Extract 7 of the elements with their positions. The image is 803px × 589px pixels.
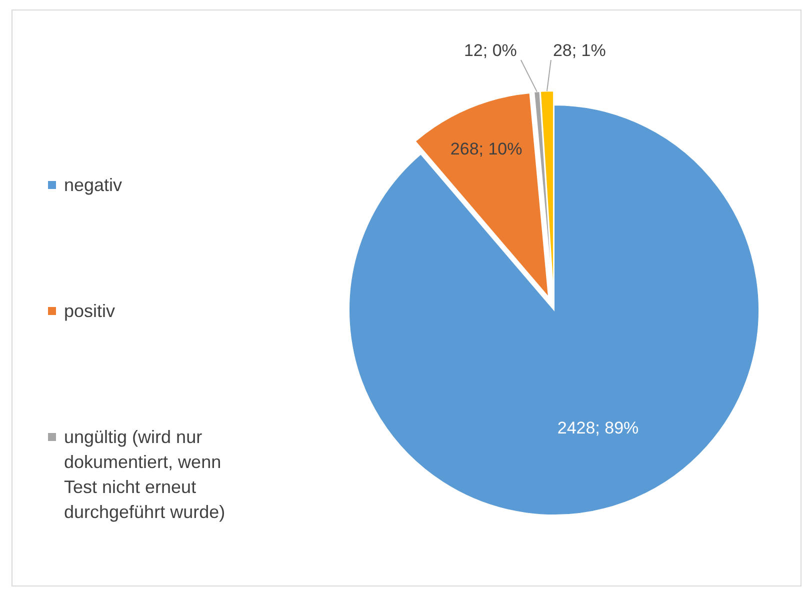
data-label: 28; 1%: [552, 41, 606, 60]
legend-label: ungültig (wird nur dokumentiert, wenn Test nicht erneut durchgeführt wurde): [64, 427, 226, 522]
data-label: 268; 10%: [450, 139, 522, 158]
legend-label: positiv: [64, 301, 116, 321]
data-label: 12; 0%: [464, 41, 517, 60]
legend-label: negativ: [64, 175, 122, 195]
data-label: 2428; 89%: [557, 418, 639, 438]
